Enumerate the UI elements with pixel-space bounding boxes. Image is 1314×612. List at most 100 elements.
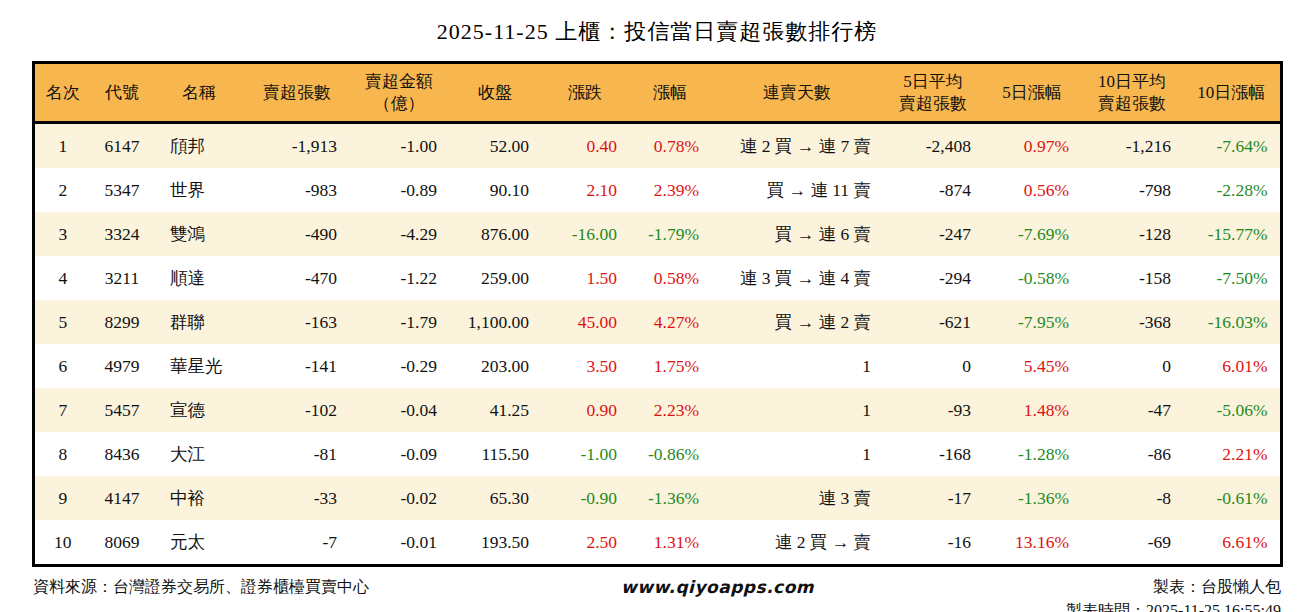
cell-sell-qty: -470 [245, 256, 349, 300]
cell-streak: 連 3 買 → 連 4 賣 [711, 256, 883, 300]
cell-rank: 1 [33, 123, 91, 169]
cell-sell-qty: -102 [245, 388, 349, 432]
cell-avg5: -2,408 [883, 123, 983, 169]
cell-close: 41.25 [449, 388, 541, 432]
cell-name: 群聯 [153, 300, 245, 344]
cell-change-pct: 1.75% [629, 344, 711, 388]
cell-change: 3.50 [541, 344, 629, 388]
table-row: 8 8436 大江 -81 -0.09 115.50 -1.00 -0.86% … [33, 432, 1281, 476]
cell-avg5: -168 [883, 432, 983, 476]
cell-pct5: 0.56% [983, 168, 1081, 212]
col-header-close: 收盤 [449, 63, 541, 123]
cell-rank: 3 [33, 212, 91, 256]
cell-rank: 8 [33, 432, 91, 476]
cell-rank: 7 [33, 388, 91, 432]
col-header-sell-amount: 賣超金額 （億） [349, 63, 449, 123]
cell-code: 5347 [91, 168, 153, 212]
cell-avg10: -8 [1081, 476, 1183, 520]
cell-avg5: -17 [883, 476, 983, 520]
col-header-name: 名稱 [153, 63, 245, 123]
cell-sell-qty: -81 [245, 432, 349, 476]
cell-rank: 10 [33, 520, 91, 566]
cell-change: 1.50 [541, 256, 629, 300]
cell-change-pct: -0.86% [629, 432, 711, 476]
col-header-sell-qty: 賣超張數 [245, 63, 349, 123]
cell-pct10: 2.21% [1183, 432, 1281, 476]
table-row: 10 8069 元太 -7 -0.01 193.50 2.50 1.31% 連 … [33, 520, 1281, 566]
cell-name: 中裕 [153, 476, 245, 520]
ranking-table: 名次 代號 名稱 賣超張數 賣超金額 （億） 收盤 漲跌 漲幅 連賣天數 5日平… [32, 61, 1283, 567]
cell-sell-qty: -163 [245, 300, 349, 344]
cell-change: 0.90 [541, 388, 629, 432]
cell-change: -0.90 [541, 476, 629, 520]
cell-pct10: -16.03% [1183, 300, 1281, 344]
cell-pct10: -15.77% [1183, 212, 1281, 256]
cell-sell-amount: -0.04 [349, 388, 449, 432]
cell-change-pct: 0.58% [629, 256, 711, 300]
col-header-avg5: 5日平均 賣超張數 [883, 63, 983, 123]
table-row: 9 4147 中裕 -33 -0.02 65.30 -0.90 -1.36% 連… [33, 476, 1281, 520]
cell-avg10: -128 [1081, 212, 1183, 256]
cell-close: 52.00 [449, 123, 541, 169]
cell-pct10: -7.64% [1183, 123, 1281, 169]
cell-pct10: -5.06% [1183, 388, 1281, 432]
cell-change: 2.10 [541, 168, 629, 212]
cell-pct5: -0.58% [983, 256, 1081, 300]
cell-change: -16.00 [541, 212, 629, 256]
cell-name: 頎邦 [153, 123, 245, 169]
cell-change-pct: -1.79% [629, 212, 711, 256]
cell-pct10: 6.61% [1183, 520, 1281, 566]
cell-sell-amount: -1.79 [349, 300, 449, 344]
cell-name: 順達 [153, 256, 245, 300]
col-header-avg10: 10日平均 賣超張數 [1081, 63, 1183, 123]
cell-avg5: -621 [883, 300, 983, 344]
cell-code: 6147 [91, 123, 153, 169]
cell-close: 259.00 [449, 256, 541, 300]
cell-streak: 連 2 買 → 賣 [711, 520, 883, 566]
cell-avg5: -93 [883, 388, 983, 432]
cell-streak: 1 [711, 344, 883, 388]
col-header-rank: 名次 [33, 63, 91, 123]
cell-rank: 9 [33, 476, 91, 520]
cell-close: 115.50 [449, 432, 541, 476]
cell-change: 2.50 [541, 520, 629, 566]
page-title: 2025-11-25 上櫃：投信當日賣超張數排行榜 [0, 0, 1314, 48]
cell-avg5: -247 [883, 212, 983, 256]
cell-avg10: -47 [1081, 388, 1183, 432]
cell-avg10: -1,216 [1081, 123, 1183, 169]
cell-name: 華星光 [153, 344, 245, 388]
cell-pct5: 5.45% [983, 344, 1081, 388]
table-row: 2 5347 世界 -983 -0.89 90.10 2.10 2.39% 買 … [33, 168, 1281, 212]
cell-change-pct: 0.78% [629, 123, 711, 169]
table-row: 4 3211 順達 -470 -1.22 259.00 1.50 0.58% 連… [33, 256, 1281, 300]
cell-pct5: 1.48% [983, 388, 1081, 432]
cell-close: 203.00 [449, 344, 541, 388]
cell-name: 世界 [153, 168, 245, 212]
cell-rank: 4 [33, 256, 91, 300]
cell-pct5: -1.36% [983, 476, 1081, 520]
cell-name: 雙鴻 [153, 212, 245, 256]
table-row: 3 3324 雙鴻 -490 -4.29 876.00 -16.00 -1.79… [33, 212, 1281, 256]
cell-change: 0.40 [541, 123, 629, 169]
cell-name: 大江 [153, 432, 245, 476]
cell-close: 193.50 [449, 520, 541, 566]
cell-change: -1.00 [541, 432, 629, 476]
website-url: www.qiyoapps.com [621, 575, 814, 599]
cell-change-pct: 2.23% [629, 388, 711, 432]
table-row: 7 5457 宣德 -102 -0.04 41.25 0.90 2.23% 1 … [33, 388, 1281, 432]
table-row: 1 6147 頎邦 -1,913 -1.00 52.00 0.40 0.78% … [33, 123, 1281, 169]
cell-streak: 買 → 連 2 賣 [711, 300, 883, 344]
cell-code: 3324 [91, 212, 153, 256]
cell-code: 8436 [91, 432, 153, 476]
cell-avg10: -368 [1081, 300, 1183, 344]
table-row: 6 4979 華星光 -141 -0.29 203.00 3.50 1.75% … [33, 344, 1281, 388]
cell-avg10: 0 [1081, 344, 1183, 388]
cell-code: 8299 [91, 300, 153, 344]
cell-sell-amount: -0.89 [349, 168, 449, 212]
cell-code: 4147 [91, 476, 153, 520]
cell-close: 65.30 [449, 476, 541, 520]
cell-name: 元太 [153, 520, 245, 566]
cell-rank: 6 [33, 344, 91, 388]
maker-label: 製表：台股懶人包 [1066, 575, 1281, 599]
cell-code: 5457 [91, 388, 153, 432]
